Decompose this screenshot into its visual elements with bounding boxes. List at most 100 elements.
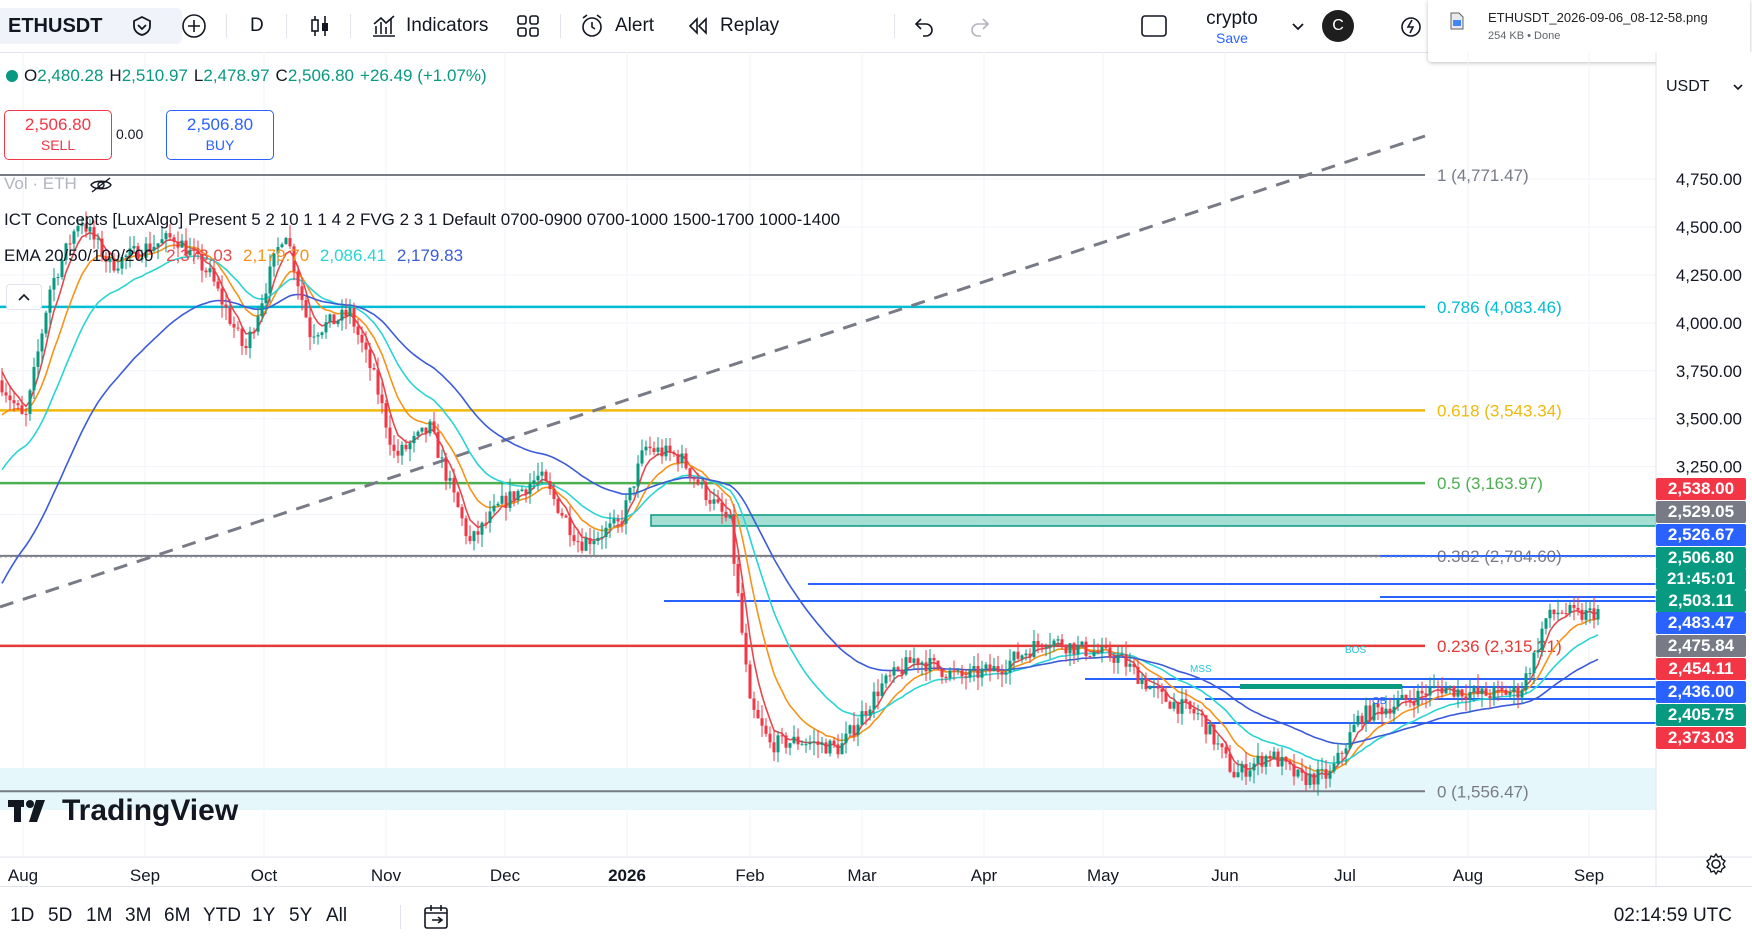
save-label: Save xyxy=(1216,30,1248,46)
range-button-3m[interactable]: 3M xyxy=(125,905,152,926)
candle-body xyxy=(988,664,992,672)
candle-body xyxy=(20,405,24,414)
layout-icon[interactable] xyxy=(1138,10,1170,42)
range-button-5d[interactable]: 5D xyxy=(48,905,73,926)
candle-body xyxy=(824,742,828,754)
candle-body xyxy=(1424,693,1428,696)
replay-button[interactable]: Replay xyxy=(720,8,779,44)
collapse-legend-button[interactable] xyxy=(6,284,42,310)
candle-body xyxy=(536,475,540,481)
download-notification[interactable]: ETHUSDT_2026-09-06_08-12-58.png 254 KB •… xyxy=(1428,0,1750,62)
add-symbol-icon[interactable] xyxy=(178,10,210,42)
candle-body xyxy=(880,683,884,697)
chevron-down-icon[interactable] xyxy=(1282,10,1314,42)
candle-body xyxy=(312,336,316,338)
candle-body xyxy=(1152,686,1156,688)
candle-body xyxy=(776,735,780,753)
candle-body xyxy=(840,743,844,755)
candle-body xyxy=(444,457,448,481)
templates-icon[interactable] xyxy=(512,10,544,42)
replay-icon[interactable] xyxy=(682,10,714,42)
candle-body xyxy=(136,246,140,260)
alert-label: Alert xyxy=(615,15,655,36)
candle-body xyxy=(1320,769,1324,771)
candle-body xyxy=(1308,773,1312,786)
candle-body xyxy=(876,691,880,697)
symbol-search[interactable]: ETHUSDT xyxy=(0,8,182,44)
interval-button[interactable]: D xyxy=(250,8,264,44)
candle-body xyxy=(1236,772,1240,778)
range-button-all[interactable]: All xyxy=(326,905,348,926)
candle-body xyxy=(456,492,460,508)
candle-body xyxy=(644,446,648,451)
symbol-info-icon[interactable] xyxy=(126,10,158,42)
ict-zones xyxy=(0,514,1657,724)
candle-body xyxy=(1476,687,1480,695)
fib-label: 0.5 (3,163.97) xyxy=(1437,474,1543,493)
volume-legend[interactable]: Vol · ETH xyxy=(4,174,113,194)
redo-icon[interactable] xyxy=(964,10,996,42)
ema-200-value: 2,179.83 xyxy=(396,246,464,265)
candle-body xyxy=(932,657,936,661)
price-tag: 2,483.47 xyxy=(1656,612,1746,634)
sell-button[interactable]: 2,506.80 SELL xyxy=(4,110,112,160)
quick-search-icon[interactable] xyxy=(1394,10,1426,42)
candle-body xyxy=(1288,761,1292,765)
candle-body xyxy=(1392,706,1396,714)
candle-body xyxy=(592,540,596,545)
market-status-icon xyxy=(6,70,18,82)
chart-settings-icon[interactable] xyxy=(1700,848,1732,880)
candle-body xyxy=(260,303,264,317)
avatar[interactable]: C xyxy=(1322,10,1354,42)
candle-body xyxy=(484,522,488,524)
candle-body xyxy=(1448,686,1452,688)
candles-icon[interactable] xyxy=(304,10,336,42)
candle-body xyxy=(704,482,708,500)
candle-body xyxy=(1000,671,1004,675)
undo-icon[interactable] xyxy=(908,10,940,42)
indicators-icon[interactable] xyxy=(368,10,400,42)
candle-body xyxy=(1164,691,1168,702)
candle-body xyxy=(1280,756,1284,767)
candle-body xyxy=(560,512,564,516)
alert-icon[interactable] xyxy=(576,10,608,42)
x-tick-label: Aug xyxy=(1453,866,1483,885)
candle-body xyxy=(872,691,876,710)
candle-body xyxy=(24,413,28,415)
ohlc-high: 2,510.97 xyxy=(121,66,188,85)
layout-name-button[interactable]: crypto Save xyxy=(1200,8,1264,46)
avatar-letter: C xyxy=(1332,17,1344,34)
candle-body xyxy=(372,368,376,370)
date-range-icon[interactable] xyxy=(420,901,452,933)
ema-legend[interactable]: EMA 20/50/100/200 2,373.03 2,179.70 2,08… xyxy=(4,246,463,266)
candle-body xyxy=(804,744,808,746)
candle-body xyxy=(1044,647,1048,649)
price-chart[interactable]: 1 (4,771.47) 0.786 (4,083.46) 0.618 (3,543… xyxy=(0,52,1752,886)
candle-body xyxy=(1408,699,1412,702)
candle-body xyxy=(428,421,432,434)
ict-legend[interactable]: ICT Concepts [LuxAlgo] Present 5 2 10 1 … xyxy=(4,210,841,229)
range-button-5y[interactable]: 5Y xyxy=(289,905,313,926)
ohlc-low: 2,478.97 xyxy=(203,66,270,85)
buy-button[interactable]: 2,506.80 BUY xyxy=(166,110,274,160)
candle-body xyxy=(1504,689,1508,695)
candle-body xyxy=(860,711,864,725)
candle-body xyxy=(1384,708,1388,715)
candle-body xyxy=(500,495,504,504)
currency-selector[interactable]: USDT xyxy=(1662,72,1744,102)
range-button-1d[interactable]: 1D xyxy=(10,905,35,926)
range-button-1y[interactable]: 1Y xyxy=(252,905,276,926)
candle-body xyxy=(572,535,576,542)
candle-body xyxy=(1376,703,1380,708)
range-button-1m[interactable]: 1M xyxy=(86,905,113,926)
utc-clock[interactable]: 02:14:59 UTC xyxy=(1613,905,1732,926)
indicators-button[interactable]: Indicators xyxy=(406,8,488,44)
range-button-ytd[interactable]: YTD xyxy=(203,905,241,926)
candle-body xyxy=(1252,763,1256,771)
range-button-6m[interactable]: 6M xyxy=(164,905,191,926)
candle-body xyxy=(1360,715,1364,724)
candle-body xyxy=(1596,609,1600,620)
ema-line xyxy=(1,293,1599,745)
candle-body xyxy=(8,395,12,401)
alert-button[interactable]: Alert xyxy=(615,8,654,44)
